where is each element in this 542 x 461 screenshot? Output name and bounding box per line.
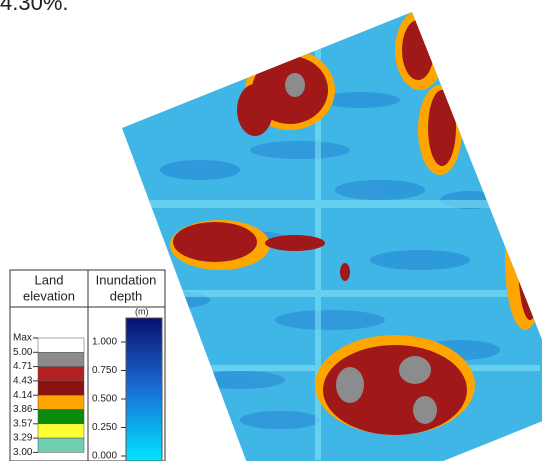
elevation-label: 3.86 xyxy=(13,404,33,415)
figure: 4.30%. xyxy=(0,0,542,461)
elevation-swatch xyxy=(38,424,84,438)
page: {"caption_fragment": "4.30%.", "legend":… xyxy=(0,0,542,461)
elevation-label: Max xyxy=(13,333,32,344)
elevation-swatch xyxy=(38,352,84,366)
elevation-label: 4.43 xyxy=(13,376,33,387)
depth-label: 0.500 xyxy=(92,394,117,405)
depth-label: 0.750 xyxy=(92,365,117,376)
elevation-label: 3.57 xyxy=(13,418,33,429)
elevation-label: 3.29 xyxy=(13,433,33,444)
legend: Land elevation Inundation depth (m) xyxy=(10,270,165,461)
elevation-swatch xyxy=(38,367,84,381)
elevation-swatch xyxy=(38,338,84,352)
elevation-swatch xyxy=(38,438,84,452)
depth-label: 0.000 xyxy=(92,451,117,461)
elevation-swatch xyxy=(38,395,84,409)
legend-title: Land xyxy=(35,272,64,287)
depth-label: 1.000 xyxy=(92,337,117,348)
elevation-swatch xyxy=(38,410,84,424)
legend-title: Inundation xyxy=(96,272,157,287)
depth-label: 0.250 xyxy=(92,422,117,433)
inundation-map xyxy=(100,0,542,461)
elevation-label: 5.00 xyxy=(13,347,33,358)
elevation-swatch xyxy=(38,381,84,395)
depth-colorbar xyxy=(126,318,162,461)
caption-fragment: 4.30%. xyxy=(0,0,69,15)
elevation-label: 4.14 xyxy=(13,390,33,401)
elevation-label: 4.71 xyxy=(13,361,33,372)
legend-title: depth xyxy=(110,288,143,303)
depth-unit: (m) xyxy=(135,306,149,316)
legend-title: elevation xyxy=(23,288,75,303)
elevation-label: 3.00 xyxy=(13,447,33,458)
